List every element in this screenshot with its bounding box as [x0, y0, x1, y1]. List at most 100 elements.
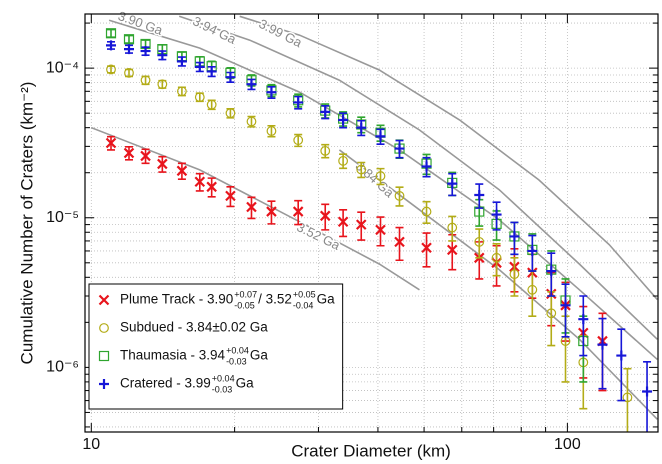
data-point [266, 87, 277, 98]
x-tick-label: 100 [554, 436, 581, 453]
error-bar [598, 317, 607, 390]
data-point [140, 150, 151, 162]
data-point [474, 189, 485, 200]
x-axis-label: Crater Diameter (km) [291, 441, 451, 460]
data-point [546, 308, 557, 319]
data-point [491, 209, 502, 220]
data-point [123, 147, 135, 159]
data-point [421, 161, 432, 172]
data-point [157, 158, 168, 170]
legend-marker [99, 379, 109, 389]
legend-sup: +0.05 [293, 289, 316, 299]
data-point [266, 206, 277, 217]
data-point [447, 178, 458, 189]
isochron-label: 3.94 Ga [190, 13, 239, 47]
data-point [578, 314, 589, 325]
data-point [140, 46, 151, 57]
data-point [394, 236, 405, 248]
legend-box [88, 283, 344, 410]
data-point [246, 79, 257, 90]
data-point [527, 284, 538, 295]
y-axis-label: Cumulative Number of Craters (km⁻²) [17, 82, 36, 365]
error-bar [395, 186, 404, 207]
error-bar [107, 65, 116, 74]
legend-label: Thaumasia - 3.94 [120, 348, 226, 363]
data-point [394, 143, 405, 154]
data-point [225, 72, 236, 83]
data-point [642, 386, 653, 397]
data-point [293, 97, 304, 108]
legend-label: Cratered - 3.99 [120, 376, 211, 391]
error-bar [547, 291, 556, 347]
isochron-line [239, 15, 658, 301]
data-point [446, 244, 458, 256]
error-bar [124, 34, 133, 44]
data-point [157, 79, 168, 90]
legend-sub: -0.03 [226, 356, 247, 366]
error-bar [623, 367, 632, 432]
data-point [394, 190, 405, 201]
data-point [206, 99, 217, 110]
error-bar [376, 216, 385, 247]
error-bar [247, 115, 256, 128]
data [105, 28, 653, 432]
data-point [375, 224, 386, 236]
legend-sup: +0.07 [234, 289, 257, 299]
error-bar [107, 28, 116, 38]
data-point [474, 236, 485, 247]
y-tick-label: 10⁻⁵ [46, 209, 79, 226]
legend-label: Ga [236, 376, 255, 391]
data-point [338, 155, 349, 166]
error-bar [643, 360, 652, 432]
data-point [246, 201, 257, 213]
data-point [338, 115, 349, 126]
data-point [421, 206, 432, 217]
error-bar [510, 257, 519, 297]
data-point [157, 50, 168, 61]
legend-label: Subdued - 3.84±0.02 Ga [120, 320, 268, 335]
data-point [194, 92, 205, 103]
data-point [123, 44, 134, 55]
data-point [320, 145, 331, 156]
legend-sub: -0.05 [234, 300, 255, 310]
legend-marker [98, 294, 110, 306]
isochron-line [91, 126, 420, 291]
data-point [597, 339, 608, 350]
y-tick-label: 10⁻⁴ [46, 59, 79, 76]
legend-marker [98, 350, 110, 362]
data-point [319, 210, 331, 222]
legend-label: / 3.52 [258, 292, 292, 307]
data-point [355, 219, 367, 230]
data-point [491, 252, 502, 263]
isochron-line [338, 149, 658, 420]
data-point [176, 165, 188, 177]
error-bar [395, 226, 404, 262]
isochron-label: 3.99 Ga [256, 16, 305, 51]
data-point [106, 64, 116, 75]
data-point [124, 67, 134, 78]
y-tick-label: 10⁻⁶ [46, 359, 79, 376]
legend-label: Ga [250, 348, 269, 363]
data-point [320, 106, 331, 117]
error-bar [448, 215, 457, 242]
data-point [246, 116, 257, 127]
data-point [206, 66, 217, 77]
data-point [266, 126, 277, 136]
error-bar [422, 200, 431, 224]
legend-label: Ga [317, 292, 336, 307]
error-bar [422, 232, 431, 268]
x-tick-label: 10 [82, 436, 100, 453]
data-point [560, 300, 571, 311]
legend-label: Plume Track - 3.90 [120, 292, 233, 307]
data-point [177, 86, 187, 97]
legend-marker [99, 323, 109, 333]
legend: Plume Track - 3.90 +0.07-0.05 / 3.52 +0.05… [88, 283, 344, 410]
data-point [546, 266, 557, 277]
data-point [622, 392, 633, 403]
data-point [356, 122, 367, 133]
data-point [206, 181, 217, 193]
error-bar [561, 283, 570, 338]
data-point [194, 176, 206, 188]
data-point [105, 28, 117, 39]
